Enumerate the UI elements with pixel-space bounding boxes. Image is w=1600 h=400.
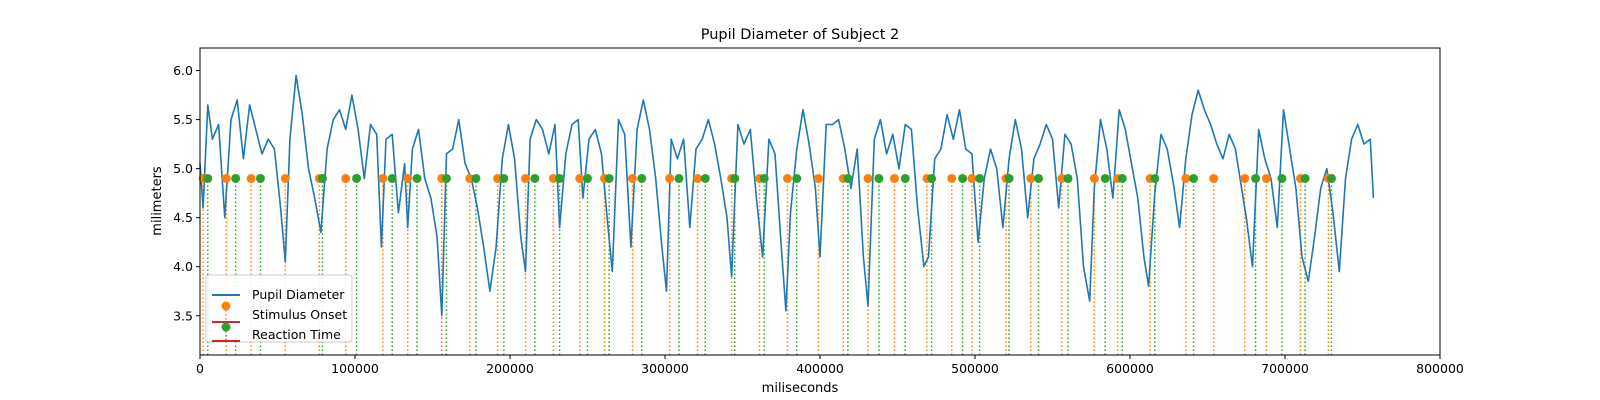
reaction-time-point xyxy=(412,173,422,183)
reaction-time-point xyxy=(900,173,910,183)
reaction-time-point xyxy=(1100,173,1110,183)
pupil-diameter-line xyxy=(199,74,1375,317)
x-tick-label: 400000 xyxy=(796,361,844,376)
stimulus-onset-point xyxy=(575,173,585,183)
legend-reaction-time-marker xyxy=(221,322,231,332)
stimulus-onset-point xyxy=(246,173,256,183)
reaction-time-point xyxy=(441,173,451,183)
reaction-time-point xyxy=(604,173,614,183)
stimulus-onset-point xyxy=(665,173,675,183)
reaction-time-point xyxy=(471,173,481,183)
x-tick-label: 500000 xyxy=(951,361,999,376)
reaction-time-point xyxy=(387,173,397,183)
x-axis: 0 100000 200000 300000 400000 500000 600000 700… xyxy=(196,355,1464,376)
stimulus-onset-point xyxy=(1261,173,1271,183)
stimulus-onset-point xyxy=(465,173,475,183)
x-tick-label: 700000 xyxy=(1261,361,1309,376)
stimulus-onset-point xyxy=(782,173,792,183)
legend: Pupil Diameter Stimulus Onset Reaction T… xyxy=(205,274,353,343)
x-tick-label: 200000 xyxy=(486,361,534,376)
stimulus-onset-point xyxy=(1026,173,1036,183)
reaction-time-point xyxy=(1189,173,1199,183)
stimulus-onset-point xyxy=(341,173,351,183)
reaction-time-point xyxy=(792,173,802,183)
y-tick-label: 3.5 xyxy=(173,308,193,323)
y-tick-label: 4.0 xyxy=(173,259,193,274)
reaction-time-point xyxy=(352,173,362,183)
reaction-time-point xyxy=(1063,173,1073,183)
reaction-time-point xyxy=(231,173,241,183)
y-tick-label: 4.5 xyxy=(173,210,193,225)
stimulus-onset-point xyxy=(967,173,977,183)
x-tick-label: 600000 xyxy=(1106,361,1154,376)
stimulus-onset-point xyxy=(813,173,823,183)
reaction-time-point xyxy=(700,173,710,183)
reaction-time-point xyxy=(1004,173,1014,183)
legend-stimulus-onset-marker xyxy=(221,301,231,311)
stimulus-onset-point xyxy=(863,173,873,183)
y-axis: 3.5 4.0 4.5 5.0 5.5 6.0 xyxy=(173,63,200,323)
stimulus-onset-point xyxy=(548,173,558,183)
reaction-time-point xyxy=(874,173,884,183)
reaction-time-point xyxy=(1117,173,1127,183)
reaction-time-point xyxy=(927,173,937,183)
stimulus-onset-point xyxy=(1209,173,1219,183)
stimulus-onset-point xyxy=(627,173,637,183)
reaction-time-point xyxy=(1277,173,1287,183)
x-tick-label: 100000 xyxy=(331,361,379,376)
reaction-time-point xyxy=(1300,173,1310,183)
stimulus-onset-point xyxy=(403,173,413,183)
reaction-time-point xyxy=(958,173,968,183)
reaction-time-point xyxy=(843,173,853,183)
reaction-time-point xyxy=(759,173,769,183)
stimulus-onset-point xyxy=(221,173,231,183)
stimulus-onset-point xyxy=(693,173,703,183)
reaction-time-point xyxy=(1150,173,1160,183)
stimulus-onset-point xyxy=(378,173,388,183)
legend-reaction-time-label: Reaction Time xyxy=(252,327,341,342)
legend-box xyxy=(205,274,353,343)
reaction-time-point xyxy=(530,173,540,183)
reaction-time-point xyxy=(637,173,647,183)
stimulus-onset-point xyxy=(1240,173,1250,183)
reaction-time-point xyxy=(975,173,985,183)
legend-stimulus-onset-label: Stimulus Onset xyxy=(252,307,347,322)
x-tick-label: 0 xyxy=(196,361,204,376)
reaction-time-point xyxy=(1034,173,1044,183)
chart-title: Pupil Diameter of Subject 2 xyxy=(701,27,899,43)
stimulus-onset-point xyxy=(1057,173,1067,183)
x-axis-label: miliseconds xyxy=(762,381,839,396)
reaction-time-markers xyxy=(203,173,1336,183)
reaction-time-point xyxy=(499,173,509,183)
stimulus-onset-point xyxy=(947,173,957,183)
stimulus-onset-point xyxy=(1181,173,1191,183)
stimulus-onset-point xyxy=(1089,173,1099,183)
stimulus-onset-point xyxy=(889,173,899,183)
reaction-time-point xyxy=(1327,173,1336,183)
y-tick-label: 6.0 xyxy=(173,63,193,78)
stimulus-onset-point xyxy=(493,173,503,183)
reaction-time-point xyxy=(730,173,740,183)
stimulus-onset-point xyxy=(280,173,290,183)
reaction-time-point xyxy=(583,173,592,183)
reaction-time-point xyxy=(317,173,327,183)
y-axis-label: milimeters xyxy=(150,166,165,236)
x-tick-label: 800000 xyxy=(1416,361,1464,376)
reaction-time-point xyxy=(255,173,265,183)
stimulus-onset-point xyxy=(521,173,530,183)
x-tick-label: 300000 xyxy=(641,361,689,376)
reaction-time-point xyxy=(1251,173,1261,183)
reaction-time-point xyxy=(203,173,213,183)
reaction-time-point xyxy=(555,173,565,183)
y-tick-label: 5.0 xyxy=(173,161,193,176)
legend-pupil-diameter-label: Pupil Diameter xyxy=(252,287,345,302)
reaction-time-point xyxy=(674,173,684,183)
y-tick-label: 5.5 xyxy=(173,112,193,127)
